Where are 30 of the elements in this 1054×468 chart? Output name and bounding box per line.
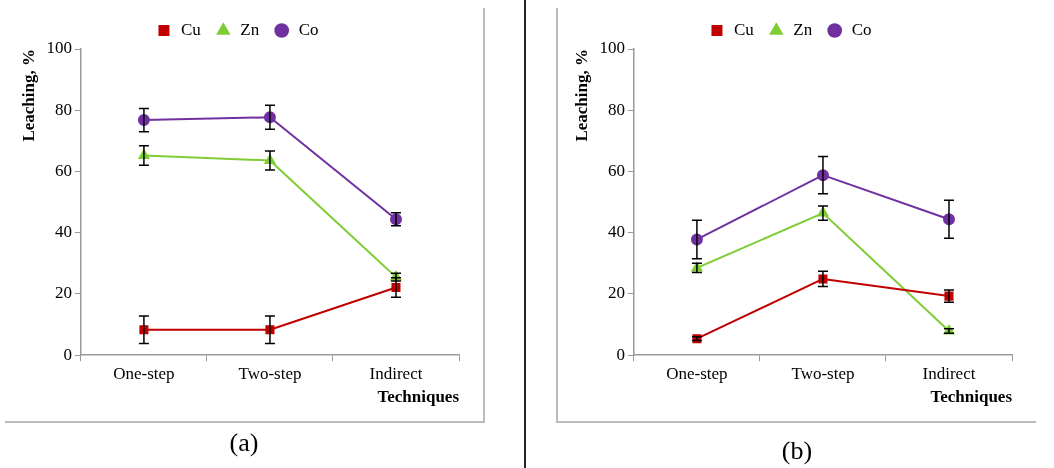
- y-tick-label: 0: [616, 344, 625, 364]
- y-axis-title: Leaching, %: [18, 49, 38, 142]
- text: (a): [228, 428, 260, 458]
- y-tick-label: 60: [54, 160, 72, 180]
- y-tick-label: 80: [607, 99, 625, 119]
- y-tick-label: 20: [607, 283, 625, 303]
- y-tick-label: 100: [46, 38, 72, 58]
- y-tick-label: 0: [63, 344, 72, 364]
- x-tick-label: One-step: [666, 363, 728, 383]
- legend-label: Co: [851, 19, 872, 39]
- legend-label: Zn: [240, 19, 260, 39]
- x-tick-label: Indirect: [369, 363, 423, 383]
- legend-label: Cu: [180, 19, 202, 39]
- x-tick-label: Two-step: [238, 363, 302, 383]
- x-tick-label: One-step: [113, 363, 175, 383]
- legend-label: Co: [298, 19, 319, 39]
- x-tick-label: Two-step: [791, 363, 855, 383]
- y-tick-label: 100: [599, 38, 625, 58]
- text: (b): [780, 436, 814, 466]
- x-axis-title: Techniques: [930, 387, 1013, 407]
- y-tick-label: 60: [607, 160, 625, 180]
- legend-label: Zn: [793, 19, 813, 39]
- y-tick-label: 80: [54, 99, 72, 119]
- x-tick-label: Indirect: [922, 363, 976, 383]
- legend-label: Cu: [733, 19, 755, 39]
- x-axis-title: Techniques: [377, 387, 460, 407]
- y-tick-label: 40: [607, 222, 625, 242]
- y-tick-label: 20: [54, 283, 72, 303]
- y-tick-label: 40: [54, 222, 72, 242]
- y-axis-title: Leaching, %: [571, 49, 591, 142]
